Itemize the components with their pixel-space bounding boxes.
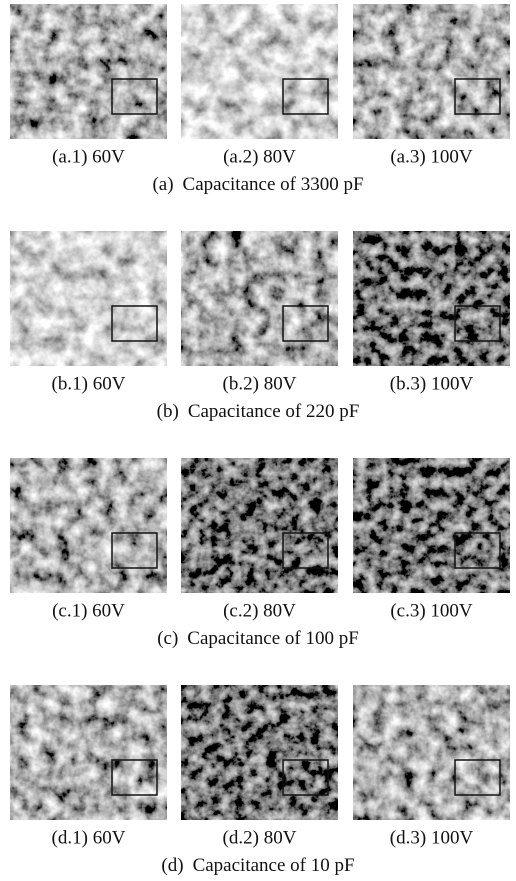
sem-image: [10, 231, 167, 366]
sem-texture: [353, 458, 510, 593]
group-caption: (a) Capacitance of 3300 pF: [152, 174, 363, 195]
sem-image: [181, 458, 338, 593]
caption-label: (a): [152, 174, 173, 195]
sem-image: [181, 231, 338, 366]
sem-image: [10, 4, 167, 139]
panel-label: (d.2) 80V: [223, 827, 297, 848]
caption-text: Capacitance of 100 pF: [187, 628, 358, 649]
caption-label: (d): [161, 855, 183, 876]
sem-image: [353, 231, 510, 366]
panel-label: (a.2) 80V: [223, 146, 296, 167]
panel-label: (b.3) 100V: [390, 373, 474, 394]
sem-texture: [10, 4, 167, 139]
sem-image: [353, 458, 510, 593]
sem-image: [181, 4, 338, 139]
group-caption: (c) Capacitance of 100 pF: [157, 628, 359, 649]
sem-image: [10, 458, 167, 593]
group-caption: (b) Capacitance of 220 pF: [157, 401, 360, 422]
sem-texture: [10, 685, 167, 820]
sem-image: [181, 685, 338, 820]
sem-texture: [10, 231, 167, 366]
figure: (a.1) 60V (a.2) 80V (a.3) 100V (a) Capacitan…: [0, 0, 516, 881]
panel-label: (b.1) 60V: [52, 373, 126, 394]
caption-label: (b): [157, 401, 179, 422]
panel-label: (c.1) 60V: [52, 600, 125, 621]
group-caption: (d) Capacitance of 10 pF: [161, 855, 354, 876]
sem-image: [353, 4, 510, 139]
sem-image: [353, 685, 510, 820]
panel-label: (d.1) 60V: [52, 827, 126, 848]
caption-label: (c): [157, 628, 178, 649]
panel-label: (d.3) 100V: [390, 827, 474, 848]
panel-label: (a.3) 100V: [390, 146, 473, 167]
panel-label: (b.2) 80V: [223, 373, 297, 394]
panel-label: (c.3) 100V: [390, 600, 473, 621]
sem-texture: [181, 458, 338, 593]
sem-image: [10, 685, 167, 820]
caption-text: Capacitance of 220 pF: [188, 401, 359, 422]
panel-label: (a.1) 60V: [52, 146, 125, 167]
panel-label: (c.2) 80V: [223, 600, 296, 621]
sem-texture: [181, 685, 338, 820]
caption-text: Capacitance of 3300 pF: [183, 174, 364, 195]
sem-texture: [181, 4, 338, 139]
sem-texture: [353, 231, 510, 366]
sem-texture: [10, 458, 167, 593]
caption-text: Capacitance of 10 pF: [193, 855, 355, 876]
sem-texture: [353, 685, 510, 820]
sem-texture: [181, 231, 338, 366]
sem-texture: [353, 4, 510, 139]
